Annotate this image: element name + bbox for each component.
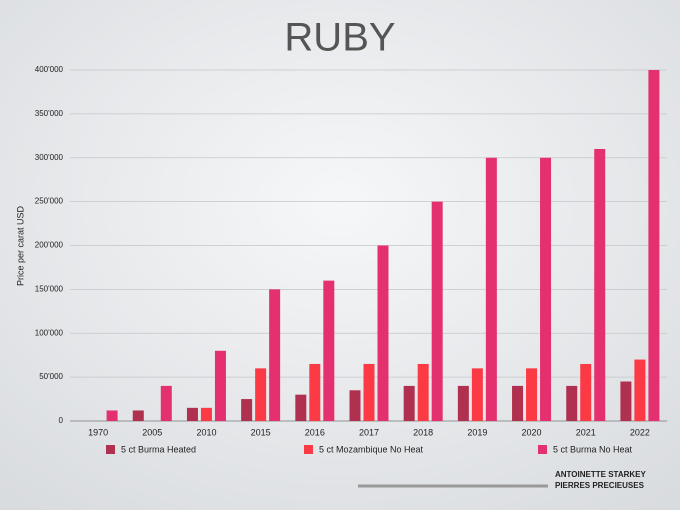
bar <box>634 359 646 421</box>
legend-label: 5 ct Burma Heated <box>121 444 196 454</box>
bar <box>132 410 144 421</box>
x-tick-label: 2016 <box>305 427 325 437</box>
bar <box>377 245 389 421</box>
y-tick-label: 100'000 <box>35 328 64 337</box>
bar <box>580 363 592 421</box>
bar <box>620 381 632 421</box>
y-tick-label: 50'000 <box>39 372 63 381</box>
x-tick-label: 2019 <box>467 427 487 437</box>
bar <box>417 363 429 421</box>
bar <box>214 350 226 421</box>
x-tick-label: 2017 <box>359 427 379 437</box>
bar <box>160 385 172 421</box>
x-tick-label: 2005 <box>142 427 162 437</box>
y-tick-label: 350'000 <box>35 109 64 118</box>
y-tick-label: 150'000 <box>35 284 64 293</box>
y-tick-label: 200'000 <box>35 241 64 250</box>
legend-swatch <box>538 445 547 454</box>
bar <box>403 385 415 421</box>
bar <box>471 368 483 421</box>
y-tick-label: 300'000 <box>35 153 64 162</box>
bar <box>648 70 660 421</box>
x-tick-label: 2021 <box>576 427 596 437</box>
bar <box>566 385 578 421</box>
x-tick-label: 2018 <box>413 427 433 437</box>
x-tick-label: 2010 <box>196 427 216 437</box>
legend-swatch <box>304 445 313 454</box>
chart-title: RUBY <box>284 16 395 60</box>
x-tick-label: 2022 <box>630 427 650 437</box>
bar <box>349 390 361 421</box>
bar <box>186 407 198 421</box>
footer-text: ANTOINETTE STARKEY <box>555 470 646 479</box>
legend-label: 5 ct Burma No Heat <box>553 444 633 454</box>
bar <box>594 148 606 421</box>
y-axis-label: Price per carat USD <box>15 205 25 286</box>
bar <box>309 363 321 421</box>
bar <box>526 368 538 421</box>
bar <box>323 280 335 421</box>
bar <box>106 410 118 421</box>
bar <box>255 368 267 421</box>
legend-label: 5 ct Mozambique No Heat <box>319 444 424 454</box>
legend-swatch <box>106 445 115 454</box>
y-tick-label: 400'000 <box>35 65 64 74</box>
bar <box>540 157 552 421</box>
y-tick-label: 250'000 <box>35 197 64 206</box>
bar <box>431 201 443 421</box>
bar <box>200 407 212 421</box>
x-tick-label: 2015 <box>251 427 271 437</box>
bar <box>241 399 253 421</box>
footer-text: PIERRES PRECIEUSES <box>555 481 645 490</box>
bar <box>457 385 469 421</box>
bar <box>363 363 375 421</box>
bar <box>269 289 281 421</box>
y-tick-label: 0 <box>59 416 64 425</box>
x-tick-label: 2020 <box>522 427 542 437</box>
bar <box>485 157 497 421</box>
x-tick-label: 1970 <box>88 427 108 437</box>
bar <box>295 394 307 421</box>
bar <box>512 385 524 421</box>
